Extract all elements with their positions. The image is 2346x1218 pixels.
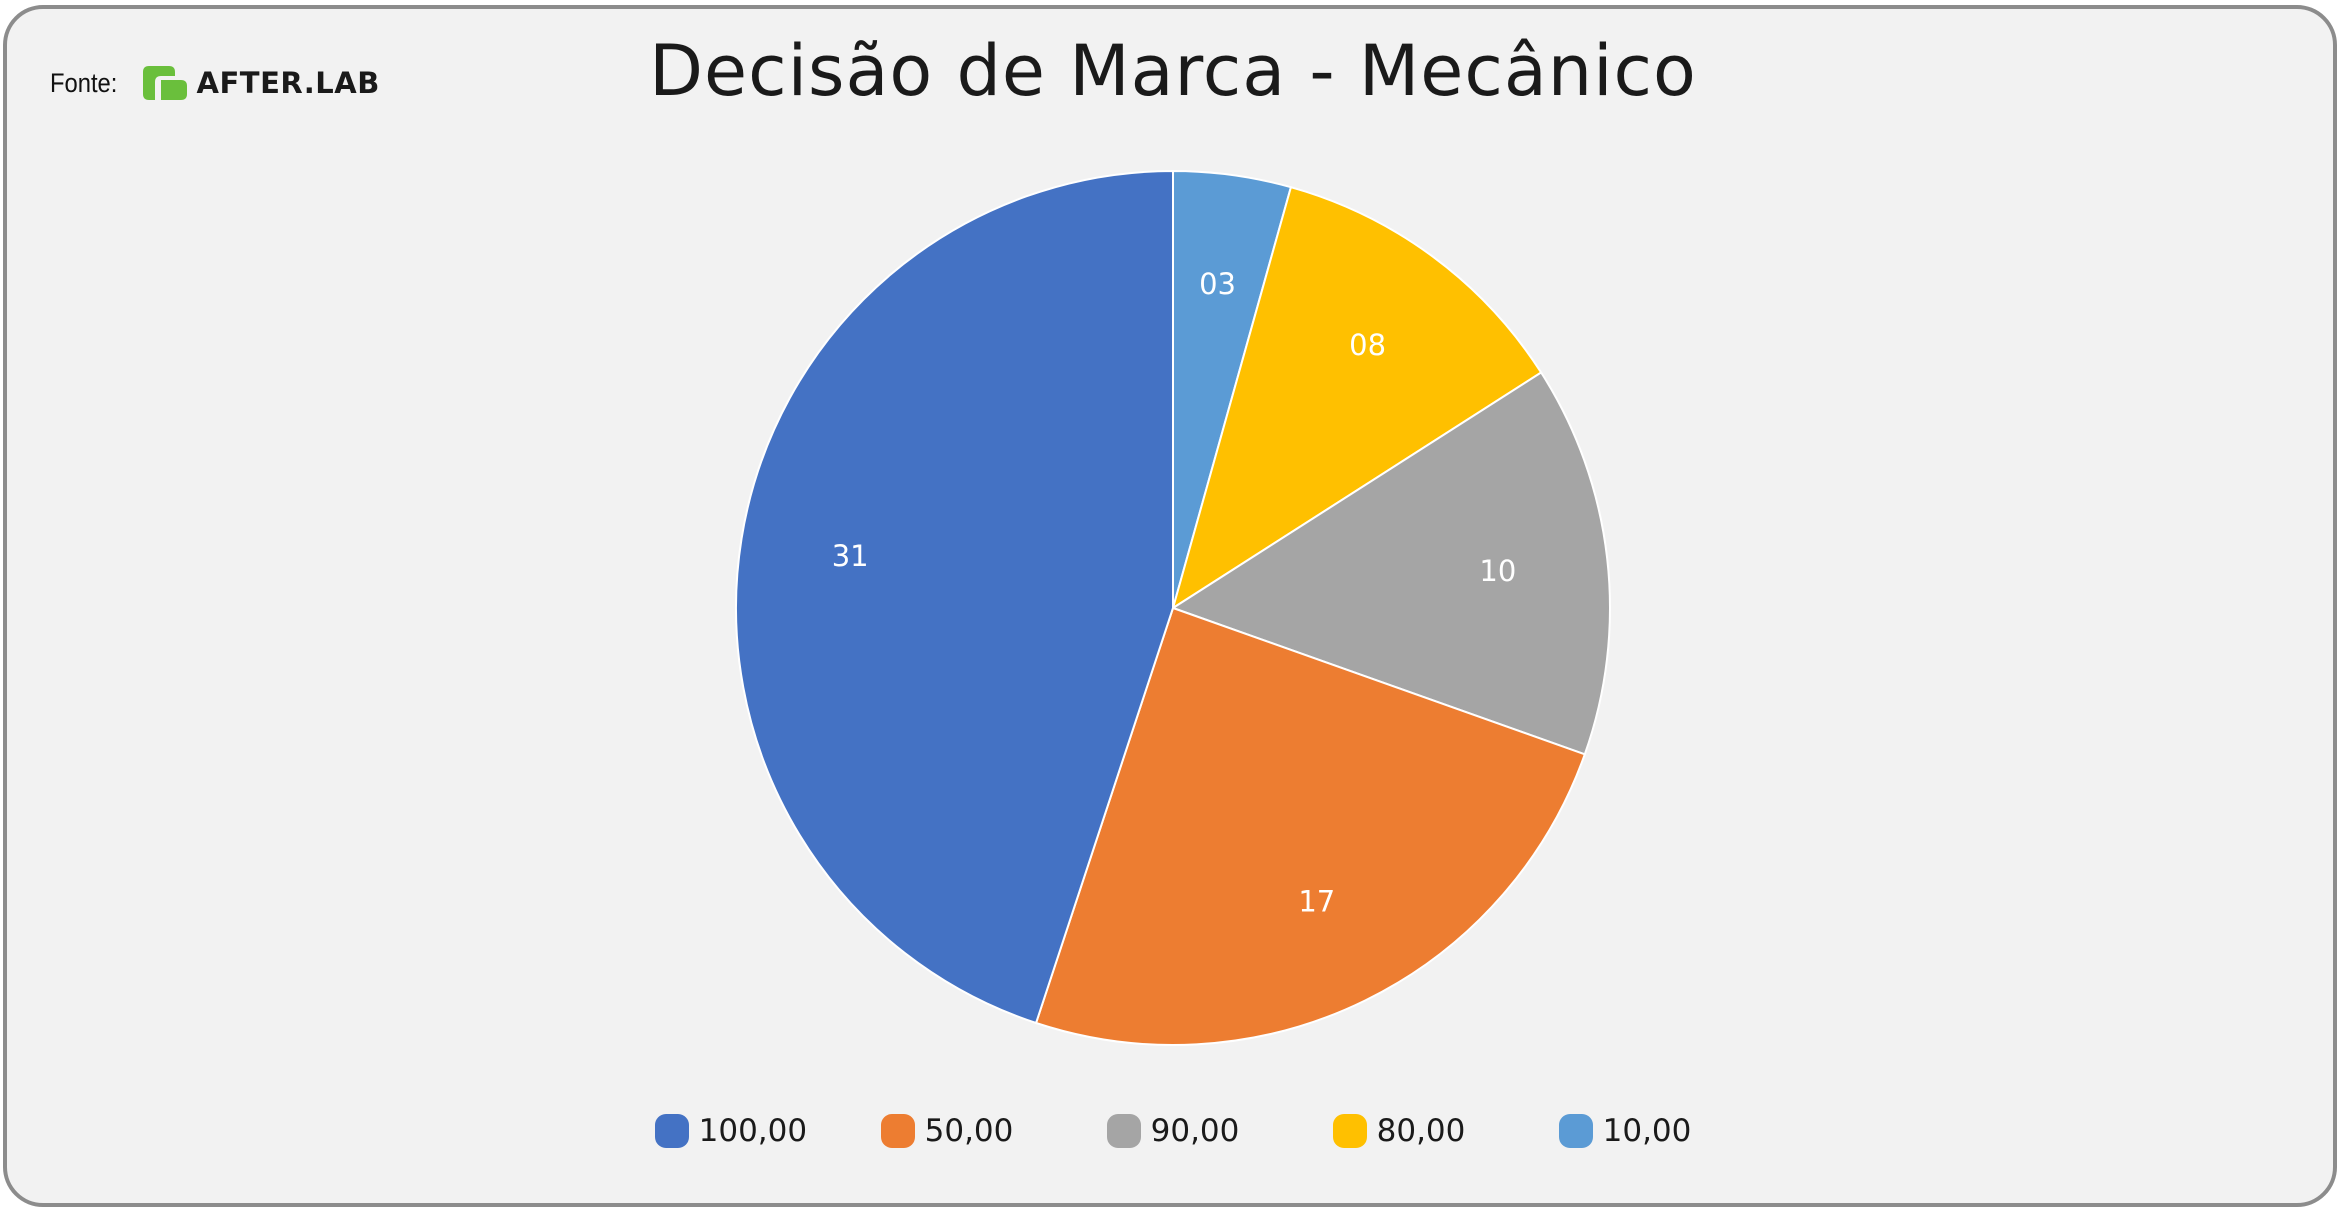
legend-item-0: 100,00 — [654, 1113, 881, 1149]
legend-label-1: 50,00 — [924, 1113, 1014, 1149]
legend-swatch-3 — [1332, 1114, 1367, 1148]
afterlab-logo-mark-icon — [142, 66, 187, 100]
legend-label-3: 80,00 — [1376, 1113, 1466, 1149]
pie-slice-2 — [1170, 371, 1611, 756]
pie-slice-3 — [1034, 606, 1587, 1046]
legend-item-1: 50,00 — [880, 1113, 1107, 1149]
legend-swatch-2 — [1106, 1114, 1141, 1148]
afterlab-logo: AFTER.LAB — [139, 62, 380, 104]
legend-item-4: 10,00 — [1558, 1113, 1692, 1149]
legend-label-2: 90,00 — [1150, 1113, 1240, 1149]
afterlab-logo-text: AFTER.LAB — [196, 66, 380, 100]
legend-swatch-0 — [654, 1114, 689, 1148]
pie-slice-4 — [735, 169, 1174, 1025]
pie-slice-1 — [1171, 185, 1543, 611]
pie-data-label-4: 31 — [832, 539, 869, 573]
legend-swatch-4 — [1558, 1114, 1593, 1148]
chart-title: Decisão de Marca - Mecânico — [649, 30, 1697, 112]
legend-label-0: 100,00 — [698, 1113, 808, 1149]
legend-item-3: 80,00 — [1332, 1113, 1559, 1149]
chart-legend: 100,00 50,00 90,00 80,00 10,00 — [0, 1110, 2346, 1152]
source-label: Fonte: — [50, 67, 118, 98]
pie-data-label-0: 03 — [1199, 267, 1236, 301]
legend-item-2: 90,00 — [1106, 1113, 1333, 1149]
pie-data-label-1: 08 — [1349, 328, 1386, 362]
source-attribution: Fonte: AFTER.LAB — [50, 62, 380, 104]
pie-data-label-2: 10 — [1479, 554, 1516, 588]
pie-data-label-3: 17 — [1298, 885, 1335, 919]
legend-label-4: 10,00 — [1602, 1113, 1692, 1149]
legend-swatch-1 — [880, 1114, 915, 1148]
